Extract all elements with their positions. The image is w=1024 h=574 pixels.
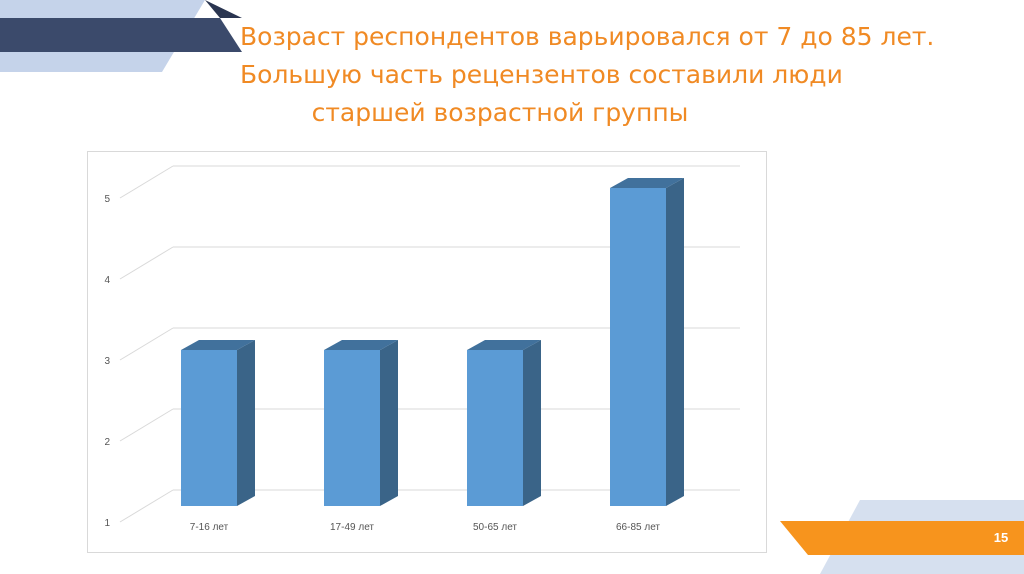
bar xyxy=(181,350,237,506)
x-tick-label: 17-49 лет xyxy=(330,522,374,533)
y-tick-label: 4 xyxy=(104,275,110,286)
title-line-2: Большую часть рецензентов составили люди xyxy=(240,60,843,89)
y-tick-label: 3 xyxy=(104,356,110,367)
slide-title: Возраст респондентов варьировался от 7 д… xyxy=(240,18,935,132)
y-tick-label: 2 xyxy=(104,437,110,448)
header-fold xyxy=(205,0,242,18)
header-dark-band xyxy=(0,18,242,52)
x-tick-label: 50-65 лет xyxy=(473,522,517,533)
footer-orange-band xyxy=(780,521,1024,555)
gridline-diagonal xyxy=(119,246,174,280)
bar xyxy=(324,350,380,506)
title-line-3: старшей возрастной группы xyxy=(311,98,689,127)
bar-side xyxy=(237,340,255,506)
bar xyxy=(467,350,523,506)
bar-top xyxy=(181,340,255,350)
bar-top xyxy=(324,340,398,350)
bar-top xyxy=(467,340,541,350)
y-tick-label: 1 xyxy=(104,518,110,529)
gridline-diagonal xyxy=(119,327,174,361)
gridline-diagonal xyxy=(119,489,174,523)
title-line-1: Возраст респондентов варьировался от 7 д… xyxy=(240,22,935,51)
page-number: 15 xyxy=(993,530,1009,545)
gridline-diagonal xyxy=(119,165,174,199)
gridline-diagonal xyxy=(119,408,174,442)
bar xyxy=(610,188,666,506)
bar-side xyxy=(380,340,398,506)
x-tick-label: 66-85 лет xyxy=(616,522,660,533)
bar-top xyxy=(610,178,684,188)
chart-area: 1 2 3 4 5 7-16 лет 17-49 лет 50-65 лет 66-85 лет xyxy=(87,151,767,553)
bar-chart: 1 2 3 4 5 7-16 лет 17-49 лет 50-65 лет 66-85 лет xyxy=(104,165,740,533)
x-tick-label: 7-16 лет xyxy=(190,522,229,533)
bar-side xyxy=(666,178,684,506)
y-tick-label: 5 xyxy=(104,194,110,205)
bar-side xyxy=(523,340,541,506)
